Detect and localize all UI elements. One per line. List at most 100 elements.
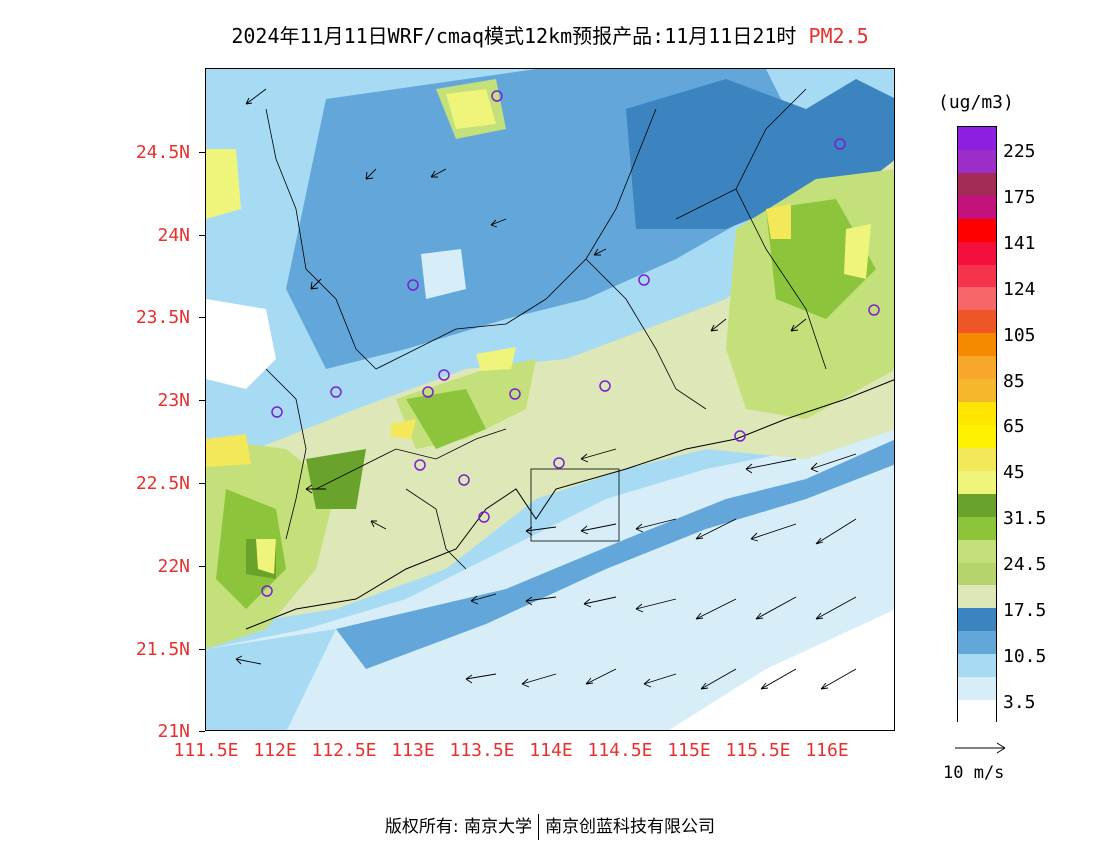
wind-arrow xyxy=(643,673,677,688)
x-tick-label: 114E xyxy=(529,740,573,761)
y-tickmark xyxy=(199,400,205,401)
northeast-blue-field xyxy=(626,79,894,229)
x-tick-label: 113.5E xyxy=(449,740,515,761)
wind-arrow xyxy=(815,518,857,545)
legend-swatch xyxy=(958,470,996,495)
station-marker xyxy=(491,90,503,102)
legend-label: 45 xyxy=(1003,462,1025,484)
boundary-delta xyxy=(315,428,507,490)
legend-swatch xyxy=(958,379,996,403)
legend-swatch xyxy=(958,218,996,243)
legend-swatch xyxy=(958,310,996,334)
station-marker xyxy=(438,369,450,381)
wind-arrow xyxy=(585,668,617,685)
north-yellow-spot xyxy=(446,89,496,129)
y-tick-label: 23N xyxy=(157,390,190,411)
legend-label: 85 xyxy=(1003,370,1025,392)
legend-label: 141 xyxy=(1003,232,1036,254)
wind-arrow xyxy=(525,596,557,606)
wind-arrow xyxy=(710,318,727,332)
y-tick-label: 24N xyxy=(157,225,190,246)
station-marker xyxy=(509,388,521,400)
guangzhou-yellow-spot xyxy=(391,419,416,439)
legend-label: 65 xyxy=(1003,416,1025,438)
x-tick-label: 111.5E xyxy=(173,740,239,761)
west-coast-yellow-spot xyxy=(206,434,251,467)
sea-light-zone xyxy=(307,459,894,730)
y-tick-label: 24.5N xyxy=(135,142,190,163)
legend-swatch xyxy=(958,333,996,357)
monitoring-stations xyxy=(261,90,880,597)
wind-arrow xyxy=(490,218,507,228)
wind-arrow xyxy=(790,318,807,332)
variable-name: PM2.5 xyxy=(808,24,869,48)
wind-vectors xyxy=(235,88,857,690)
wind-arrow xyxy=(245,88,267,105)
y-tick-label: 23.5N xyxy=(135,307,190,328)
x-tick-label: 112.5E xyxy=(311,740,377,761)
station-marker xyxy=(834,138,846,150)
y-tick-label: 21.5N xyxy=(135,639,190,660)
legend-swatch xyxy=(958,127,996,151)
station-marker xyxy=(638,274,650,286)
legend-swatch xyxy=(958,241,996,266)
x-tick-label: 114.5E xyxy=(587,740,653,761)
legend-swatch xyxy=(958,447,996,472)
wind-arrow xyxy=(470,593,497,605)
boundary-central xyxy=(375,108,657,370)
wind-arrow xyxy=(430,168,447,178)
wind-arrow xyxy=(815,596,857,620)
legend-swatch xyxy=(958,608,996,632)
station-marker xyxy=(330,386,342,398)
legend-unit: (ug/m3) xyxy=(938,92,1014,113)
wind-arrow xyxy=(695,598,737,620)
y-tickmark xyxy=(199,731,205,732)
wind-arrow xyxy=(465,673,497,684)
legend-swatch xyxy=(958,425,996,449)
copyright-footer: 版权所有: 南京大学 南京创蓝科技有限公司 xyxy=(0,812,1100,840)
wind-arrow xyxy=(635,598,677,613)
wind-arrow xyxy=(593,248,607,256)
clean-spot-central xyxy=(421,249,466,299)
coastal-band xyxy=(336,439,894,669)
legend-swatch xyxy=(958,493,996,518)
legend-label: 3.5 xyxy=(1003,691,1036,713)
wind-arrow xyxy=(580,448,617,463)
yangjiang-yellow-spot xyxy=(256,539,276,574)
wind-arrow xyxy=(580,523,617,535)
y-tick-label: 21N xyxy=(157,721,190,742)
sea-clean-zone xyxy=(669,609,894,730)
legend-label: 175 xyxy=(1003,186,1036,208)
x-tick-label: 115.5E xyxy=(725,740,791,761)
station-marker xyxy=(868,304,880,316)
west-edge-yellow-spot xyxy=(206,149,241,219)
wind-reference-label: 10 m/s xyxy=(943,763,1005,783)
station-marker xyxy=(407,279,419,291)
station-marker xyxy=(478,511,490,523)
station-marker xyxy=(271,406,283,418)
wind-arrow xyxy=(365,168,377,180)
map-canvas xyxy=(206,69,894,730)
wind-arrow xyxy=(305,484,326,494)
copyright-left: 版权所有: 南京大学 xyxy=(384,817,533,837)
y-tickmark xyxy=(199,317,205,318)
y-tickmark xyxy=(199,235,205,236)
station-marker xyxy=(414,459,426,471)
legend-label: 17.5 xyxy=(1003,600,1047,621)
wind-arrow xyxy=(755,596,797,620)
y-tickmark xyxy=(199,483,205,484)
legend-label: 24.5 xyxy=(1003,554,1047,576)
legend-swatch xyxy=(958,264,996,288)
y-tickmark xyxy=(199,649,205,650)
color-legend xyxy=(957,126,997,724)
legend-swatch xyxy=(958,539,996,564)
wind-arrow xyxy=(235,655,262,665)
station-marker xyxy=(599,380,611,392)
boundary-southwest xyxy=(265,368,307,540)
x-tick-label: 115E xyxy=(667,740,711,761)
boundary-east-2 xyxy=(675,88,807,220)
wind-arrow xyxy=(750,523,797,542)
pm25-forecast-map xyxy=(205,68,895,731)
boundary-west xyxy=(265,108,377,370)
boundary-pearl xyxy=(405,488,467,570)
